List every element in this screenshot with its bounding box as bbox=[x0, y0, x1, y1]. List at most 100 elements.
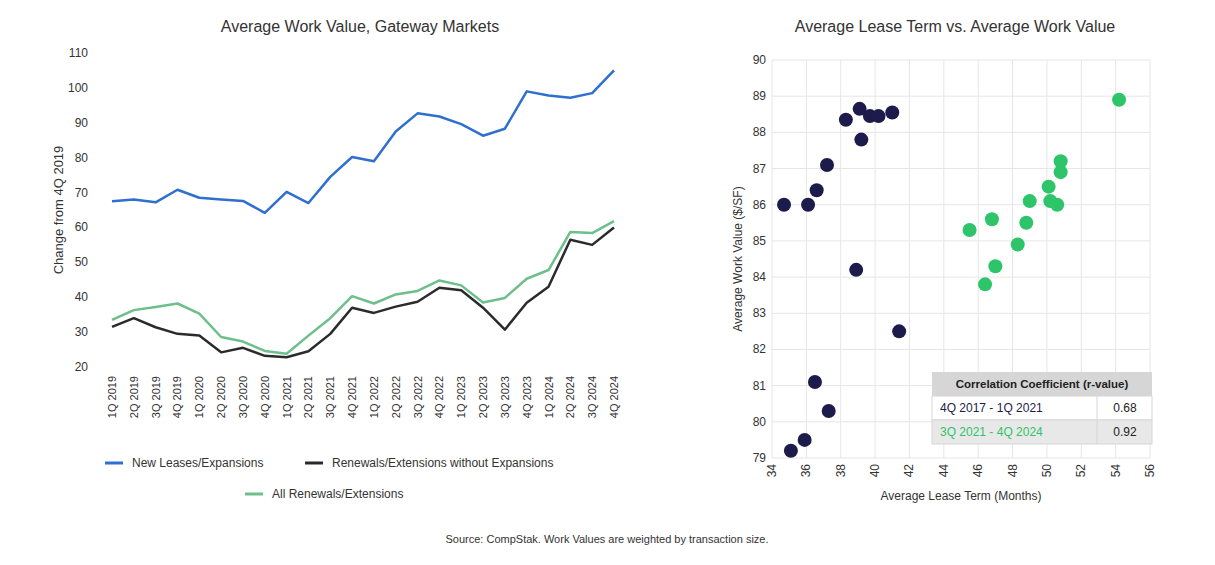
point bbox=[822, 404, 836, 418]
table-divider bbox=[1097, 396, 1098, 420]
y-tick-label: 84 bbox=[753, 270, 767, 284]
y-tick-label: 60 bbox=[75, 220, 89, 234]
x-tick-label: 1Q 2019 bbox=[106, 376, 118, 418]
y-tick-label: 86 bbox=[753, 198, 767, 212]
x-tick-label: 4Q 2024 bbox=[608, 376, 620, 418]
y-tick-label: 89 bbox=[753, 89, 767, 103]
y-tick-label: 82 bbox=[753, 342, 767, 356]
y-tick-label: 80 bbox=[753, 415, 767, 429]
point bbox=[872, 109, 886, 123]
y-tick-label: 88 bbox=[753, 125, 767, 139]
x-tick-label: 4Q 2019 bbox=[171, 376, 183, 418]
scatter-chart: Average Lease Term vs. Average Work Valu… bbox=[731, 18, 1157, 503]
grid-line bbox=[806, 60, 807, 458]
legend-swatch bbox=[105, 462, 123, 465]
legend-swatch bbox=[305, 462, 323, 465]
point bbox=[810, 183, 824, 197]
x-tick-label: 3Q 2022 bbox=[412, 376, 424, 418]
y-tick-label: 40 bbox=[75, 290, 89, 304]
x-tick-label: 56 bbox=[1143, 464, 1157, 478]
grid-line bbox=[772, 277, 1150, 278]
series-line bbox=[112, 221, 614, 354]
point bbox=[1011, 238, 1025, 252]
y-tick-label: 90 bbox=[753, 53, 767, 67]
plot-area bbox=[112, 70, 614, 357]
x-tick-label: 4Q 2022 bbox=[433, 376, 445, 418]
grid-line bbox=[772, 313, 1150, 314]
grid-line bbox=[772, 204, 1150, 205]
point bbox=[1050, 198, 1064, 212]
title: Average Work Value, Gateway Markets bbox=[221, 18, 499, 35]
x-tick-label: 44 bbox=[937, 464, 951, 478]
line-chart: Average Work Value, Gateway Markets Chang… bbox=[51, 18, 620, 501]
table-row-bg bbox=[932, 420, 1152, 444]
x-tick-label: 40 bbox=[868, 464, 882, 478]
canvas: Average Work Value, Gateway Markets Chang… bbox=[0, 0, 1215, 565]
grid-line bbox=[772, 349, 1150, 350]
table-header-bg bbox=[932, 372, 1152, 396]
y-tick-label: 70 bbox=[75, 186, 89, 200]
x-tick-label: 1Q 2024 bbox=[543, 376, 555, 418]
x-tick-label: 48 bbox=[1006, 464, 1020, 478]
point bbox=[820, 158, 834, 172]
x-tick-label: 1Q 2020 bbox=[193, 376, 205, 418]
point bbox=[1023, 194, 1037, 208]
point bbox=[798, 433, 812, 447]
x-tick-label: 2Q 2022 bbox=[390, 376, 402, 418]
y-axis-label: Average Work Value ($/SF) bbox=[731, 186, 745, 331]
table-divider bbox=[1097, 420, 1098, 444]
series-line bbox=[112, 70, 614, 212]
y-tick-label: 30 bbox=[75, 325, 89, 339]
y-axis-label: Change from 4Q 2019 bbox=[51, 146, 66, 275]
x-tick-label: 50 bbox=[1040, 464, 1054, 478]
y-tick-label: 50 bbox=[75, 255, 89, 269]
x-tick-label: 2Q 2019 bbox=[128, 376, 140, 418]
x-tick-label: 46 bbox=[971, 464, 985, 478]
x-tick-label: 4Q 2021 bbox=[346, 376, 358, 418]
y-tick-label: 20 bbox=[75, 360, 89, 374]
y-tick-label: 85 bbox=[753, 234, 767, 248]
point bbox=[985, 212, 999, 226]
r-value: 0.68 bbox=[1113, 401, 1137, 415]
point bbox=[808, 375, 822, 389]
grid-line bbox=[772, 132, 1150, 133]
point bbox=[1019, 216, 1033, 230]
y-tick-label: 79 bbox=[753, 451, 767, 465]
title: Average Lease Term vs. Average Work Valu… bbox=[795, 18, 1116, 35]
y-tick-label: 83 bbox=[753, 306, 767, 320]
point bbox=[963, 223, 977, 237]
x-tick-label: 42 bbox=[902, 464, 916, 478]
point bbox=[885, 105, 899, 119]
table-row-bg bbox=[932, 396, 1152, 420]
x-tick-label: 3Q 2019 bbox=[150, 376, 162, 418]
x-tick-label: 3Q 2020 bbox=[237, 376, 249, 418]
point bbox=[1112, 93, 1126, 107]
grid-line bbox=[772, 60, 773, 458]
legend-label: Renewals/Extensions without Expansions bbox=[332, 456, 553, 470]
grid-line bbox=[772, 458, 1150, 459]
y-tick-label: 110 bbox=[69, 46, 88, 60]
x-tick-label: 4Q 2020 bbox=[259, 376, 271, 418]
point bbox=[1042, 180, 1056, 194]
x-tick-label: 2Q 2023 bbox=[477, 376, 489, 418]
x-tick-label: 1Q 2022 bbox=[368, 376, 380, 418]
point bbox=[988, 259, 1002, 273]
x-tick-label: 4Q 2023 bbox=[521, 376, 533, 418]
x-tick-label: 52 bbox=[1074, 464, 1088, 478]
y-tick-label: 90 bbox=[75, 116, 89, 130]
grid-line bbox=[772, 96, 1150, 97]
legend-label: 4Q 2017 - 1Q 2021 bbox=[940, 401, 1043, 415]
legend-label: All Renewals/Extensions bbox=[272, 487, 403, 501]
x-tick-label: 2Q 2021 bbox=[302, 376, 314, 418]
point bbox=[801, 198, 815, 212]
point bbox=[839, 113, 853, 127]
y-tick-label: 87 bbox=[753, 162, 767, 176]
legend-label: 3Q 2021 - 4Q 2024 bbox=[940, 425, 1043, 439]
point bbox=[1054, 154, 1068, 168]
legend-swatch bbox=[245, 493, 263, 496]
series-line bbox=[112, 227, 614, 357]
x-tick-label: 2Q 2024 bbox=[564, 376, 576, 418]
point bbox=[777, 198, 791, 212]
x-tick-label: 3Q 2023 bbox=[499, 376, 511, 418]
grid-line bbox=[772, 60, 1150, 61]
